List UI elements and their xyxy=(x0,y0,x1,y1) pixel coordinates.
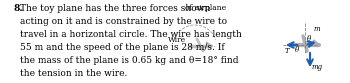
Text: The toy plane has the three forces shown: The toy plane has the three forces shown xyxy=(20,4,210,13)
Text: 8.: 8. xyxy=(13,4,23,13)
Text: the mass of the plane is 0.65 kg and θ=18° find: the mass of the plane is 0.65 kg and θ=1… xyxy=(20,56,238,65)
Text: θ: θ xyxy=(295,46,299,54)
Text: travel in a horizontal circle. The wire has length: travel in a horizontal circle. The wire … xyxy=(20,30,242,39)
Text: m: m xyxy=(314,25,321,33)
Text: Wire: Wire xyxy=(168,36,186,44)
Text: θ: θ xyxy=(307,35,311,43)
Text: of airplane: of airplane xyxy=(185,4,226,12)
Text: acting on it and is constrained by the wire to: acting on it and is constrained by the w… xyxy=(20,17,227,26)
Text: 55 m and the speed of the plane is 28 m/s. If: 55 m and the speed of the plane is 28 m/… xyxy=(20,43,225,52)
Text: T: T xyxy=(285,47,290,55)
Text: the tension in the wire.: the tension in the wire. xyxy=(20,69,127,78)
Text: mg: mg xyxy=(312,63,323,71)
